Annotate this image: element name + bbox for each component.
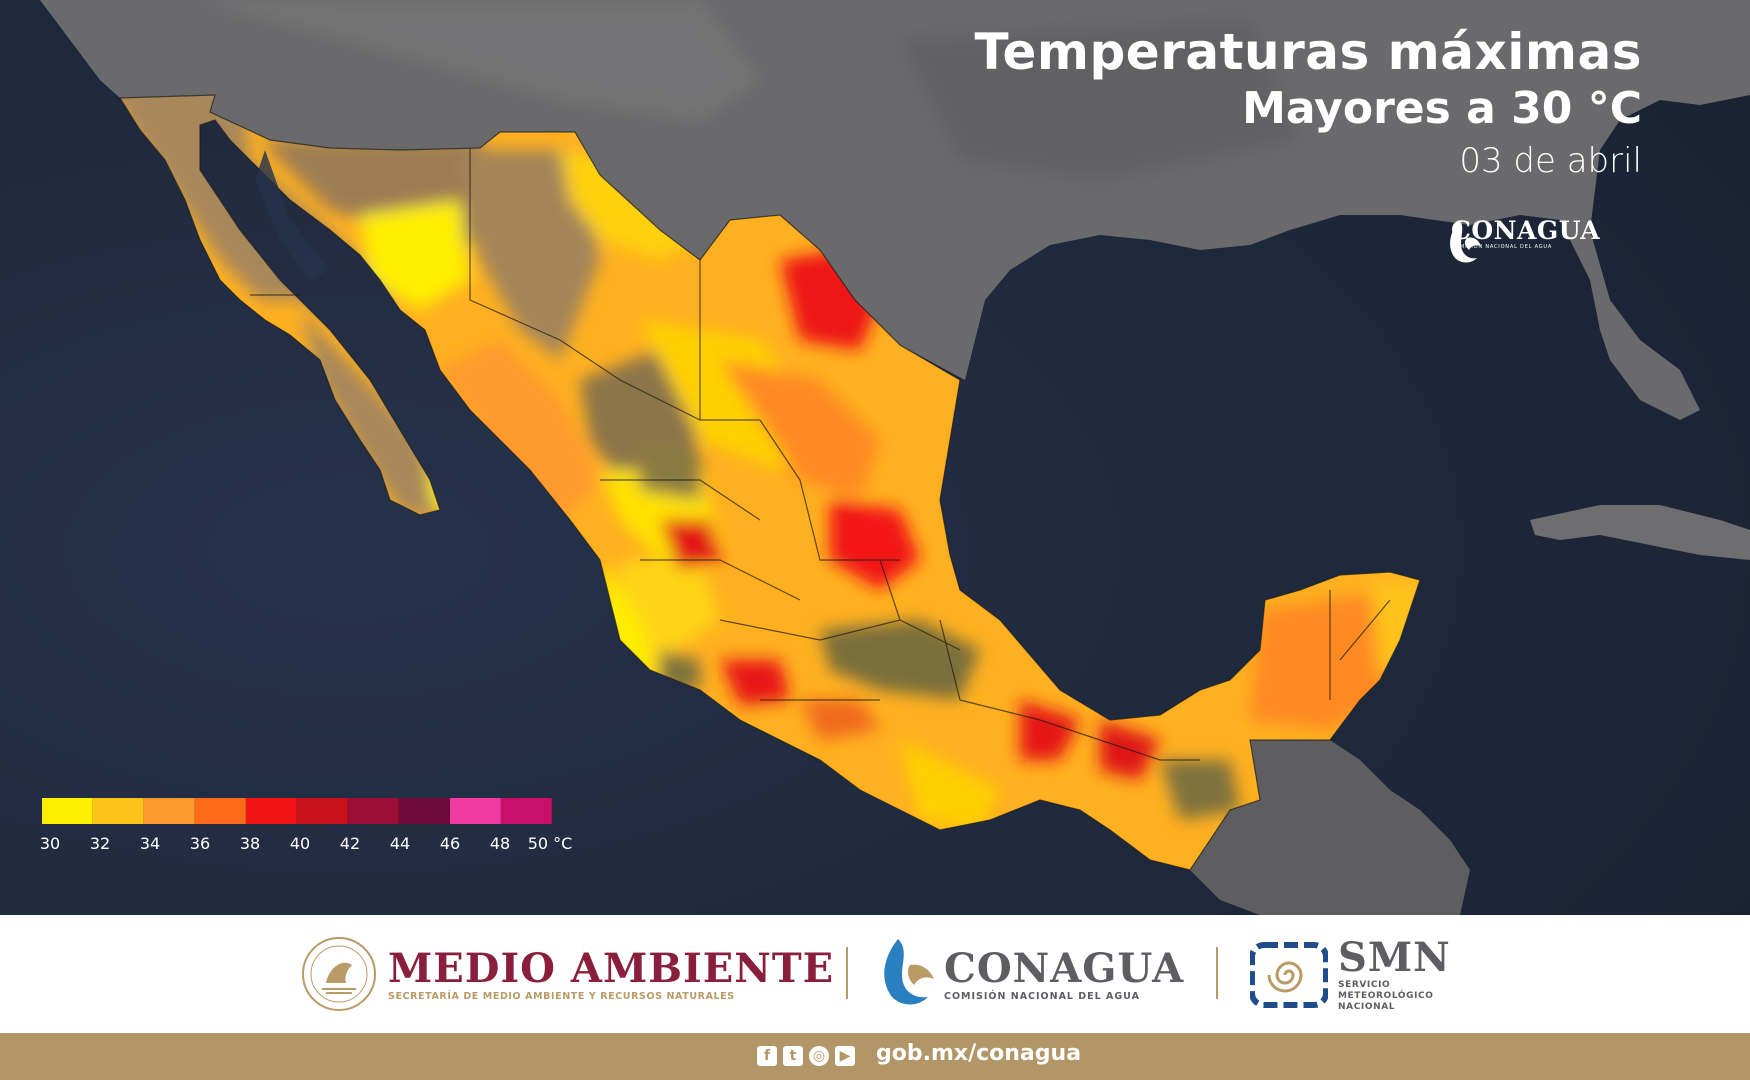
legend-swatch xyxy=(195,798,246,824)
youtube-icon[interactable]: ▶ xyxy=(835,1046,855,1066)
legend-tick-label: 36 xyxy=(189,834,211,853)
legend-tick-label: 50 °C xyxy=(527,834,573,853)
legend-tick-label: 42 xyxy=(339,834,361,853)
facebook-icon[interactable]: f xyxy=(757,1046,777,1066)
legend-swatch xyxy=(348,798,399,824)
smn-sub-1: SERVICIO xyxy=(1338,979,1391,990)
legend-tick-label: 46 xyxy=(439,834,461,853)
legend-swatch xyxy=(399,798,450,824)
map-title-block: Temperaturas máximas Mayores a 30 °C 03 … xyxy=(975,22,1642,186)
map-title: Temperaturas máximas xyxy=(974,23,1642,81)
legend-swatch xyxy=(450,798,501,824)
legend-swatch xyxy=(93,798,144,824)
legend-tick-label: 44 xyxy=(389,834,411,853)
legend-tick-label: 40 xyxy=(289,834,311,853)
conagua-footer-name: CONAGUA xyxy=(944,944,1185,992)
smn-sub-3: NACIONAL xyxy=(1338,1001,1396,1012)
smn-name: SMN xyxy=(1338,933,1451,981)
map-date: 03 de abril xyxy=(1459,141,1642,181)
legend-swatch xyxy=(501,798,552,824)
smn-spiral-icon xyxy=(1250,942,1328,1008)
temperature-map: Temperaturas máximas Mayores a 30 °C 03 … xyxy=(0,0,1750,915)
legend-tick-label: 30 xyxy=(39,834,61,853)
medio-ambiente-logo: MEDIO AMBIENTE SECRETARÍA DE MEDIO AMBIE… xyxy=(300,935,834,1013)
map-subtitle: Mayores a 30 °C xyxy=(1242,83,1642,134)
conagua-drop-icon xyxy=(884,939,934,1005)
twitter-icon[interactable]: t xyxy=(783,1046,803,1066)
conagua-footer-sub: COMISIÓN NACIONAL DEL AGUA xyxy=(944,990,1140,1002)
conagua-map-logo-name: CONAGUA xyxy=(1451,216,1601,245)
legend-ticks: 30 32 34 36 38 40 42 44 46 48 50 °C xyxy=(39,834,662,860)
footer-logos: MEDIO AMBIENTE SECRETARÍA DE MEDIO AMBIE… xyxy=(0,915,1750,1033)
smn-sub-2: METEOROLÓGICO xyxy=(1338,990,1434,1001)
conagua-drop-icon xyxy=(1450,220,1481,263)
conagua-map-logo-tagline: COMISIÓN NACIONAL DEL AGUA xyxy=(1451,244,1553,250)
legend-tick-label: 32 xyxy=(89,834,111,853)
website-link[interactable]: gob.mx/conagua xyxy=(876,1041,1082,1066)
legend-swatches xyxy=(42,798,662,824)
map-svg xyxy=(0,0,1750,915)
conagua-footer-logo: CONAGUA COMISIÓN NACIONAL DEL AGUA xyxy=(876,935,1184,1013)
state-borders xyxy=(118,94,1421,871)
legend-swatch xyxy=(42,798,93,824)
smn-logo: SMN SERVICIO METEOROLÓGICO NACIONAL xyxy=(1250,935,1451,1013)
medio-ambiente-name: MEDIO AMBIENTE xyxy=(388,944,835,992)
conagua-map-logo: CONAGUA COMISIÓN NACIONAL DEL AGUA xyxy=(1445,216,1601,263)
footer-separator xyxy=(1216,947,1218,999)
instagram-icon[interactable]: ◎ xyxy=(809,1046,829,1066)
medio-ambiente-sub: SECRETARÍA DE MEDIO AMBIENTE Y RECURSOS … xyxy=(388,990,735,1002)
legend-tick-label: 38 xyxy=(239,834,261,853)
legend-swatch xyxy=(297,798,348,824)
social-icons: f t ◎ ▶ xyxy=(757,1046,855,1066)
bottom-bar: f t ◎ ▶ gob.mx/conagua xyxy=(0,1033,1750,1080)
legend-swatch xyxy=(246,798,297,824)
footer-separator xyxy=(846,947,848,999)
legend-tick-label: 34 xyxy=(139,834,161,853)
legend-tick-label: 48 xyxy=(489,834,511,853)
temperature-legend: 30 32 34 36 38 40 42 44 46 48 50 °C xyxy=(39,798,662,860)
legend-swatch xyxy=(144,798,195,824)
mexico-coat-of-arms-icon xyxy=(302,937,376,1011)
